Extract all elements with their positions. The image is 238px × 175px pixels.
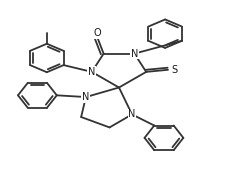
Text: O: O bbox=[94, 28, 102, 38]
Text: N: N bbox=[88, 67, 95, 77]
Text: N: N bbox=[128, 109, 136, 119]
Text: S: S bbox=[172, 65, 178, 75]
Text: N: N bbox=[82, 92, 89, 102]
Text: N: N bbox=[131, 49, 138, 59]
